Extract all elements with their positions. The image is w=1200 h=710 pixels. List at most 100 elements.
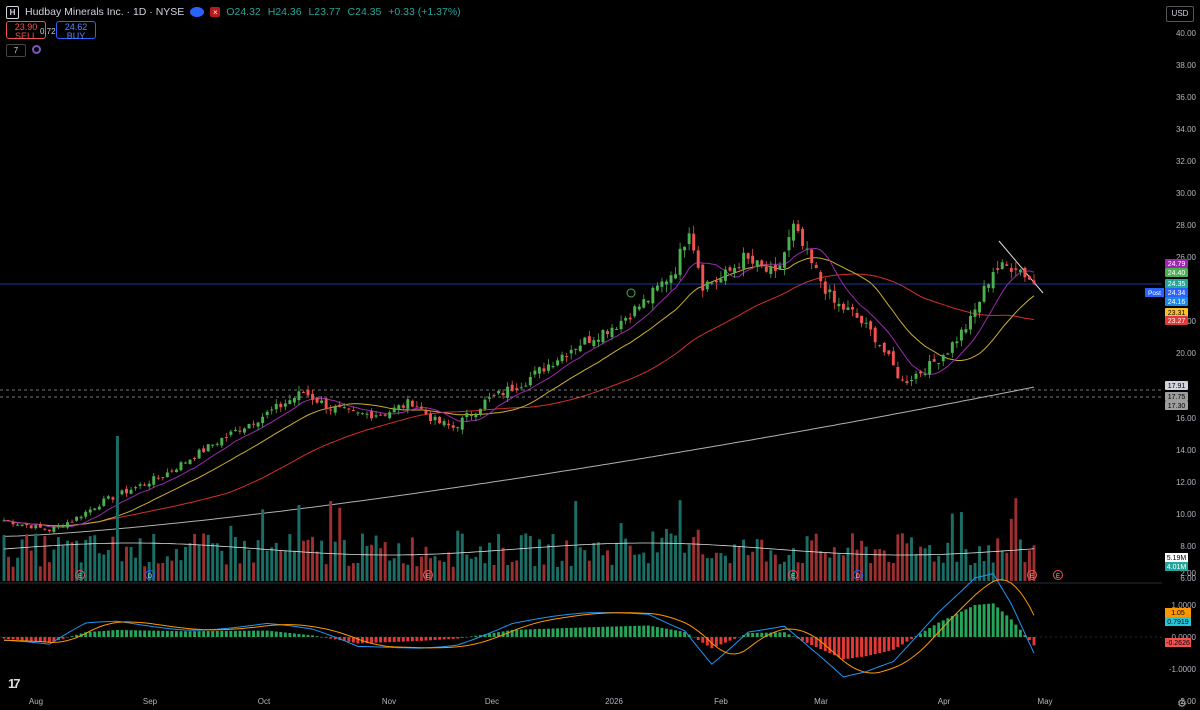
close-icon[interactable]: × [210, 7, 221, 17]
macd-histogram-bar [465, 637, 469, 638]
event-marker-label: E [791, 574, 795, 580]
symbol-title[interactable]: Hudbay Minerals Inc. · 1D · NYSE [25, 6, 185, 18]
candle-body [742, 252, 746, 269]
volume-bar [410, 537, 414, 581]
macd-histogram-bar [270, 631, 274, 637]
volume-bar [333, 541, 337, 581]
macd-histogram-bar [43, 637, 47, 643]
macd-histogram-bar [973, 605, 977, 637]
signal-line [3, 579, 1035, 674]
macd-histogram-bar [537, 629, 541, 637]
volume-bar [515, 560, 519, 581]
candle-body [705, 281, 709, 290]
volume-bar [492, 565, 496, 581]
volume-bar [542, 564, 546, 581]
candle-body [233, 429, 237, 432]
macd-histogram-bar [810, 637, 814, 645]
candle-body [360, 413, 364, 415]
macd-histogram-bar [519, 629, 523, 637]
y-tick-label: 32.00 [1176, 157, 1197, 166]
candle-body [565, 356, 569, 358]
buy-button[interactable]: 24.62 BUY [56, 21, 96, 41]
volume-bar [705, 558, 709, 581]
macd-histogram-bar [1000, 611, 1004, 637]
macd-histogram-bar [365, 637, 369, 644]
volume-bar [801, 563, 805, 581]
macd-histogram-bar [515, 629, 519, 637]
candle-body [38, 523, 42, 528]
indicator-icon[interactable] [32, 45, 41, 54]
sell-price: 23.90 [14, 22, 38, 32]
buy-label: BUY [66, 31, 86, 41]
macd-histogram-bar [855, 637, 859, 658]
indicators-toggle[interactable]: 7 [6, 44, 26, 57]
volume-bar [147, 562, 151, 581]
candle-body [873, 327, 877, 343]
macd-histogram-bar [442, 637, 446, 640]
volume-bar [887, 561, 891, 581]
candle-body [465, 412, 469, 418]
ma-9-line [3, 247, 1035, 528]
tradingview-logo-icon[interactable]: 17 [8, 676, 21, 691]
volume-bar [941, 562, 945, 581]
macd-histogram-bar [1005, 615, 1009, 637]
candle-body [669, 275, 673, 283]
candle-body [488, 397, 491, 399]
volume-bar [873, 549, 877, 581]
macd-histogram-bar [497, 632, 501, 637]
candle-body [179, 462, 183, 471]
volume-bar [646, 563, 650, 581]
volume-bar [923, 548, 927, 581]
candle-body [828, 289, 832, 293]
macd-histogram-bar [615, 626, 619, 637]
high-value: H24.36 [267, 6, 302, 18]
macd-histogram-bar [374, 637, 378, 643]
candle-body [633, 306, 637, 317]
candle-body [102, 498, 106, 506]
candle-body [723, 269, 727, 281]
volume-bar [419, 556, 423, 581]
volume-bar [274, 542, 278, 581]
candle-body [320, 400, 324, 403]
candle-body [75, 516, 79, 521]
macd-histogram-bar [165, 630, 169, 637]
macd-histogram-bar [642, 625, 646, 637]
macd-histogram-bar [333, 637, 337, 640]
volume-bar [832, 547, 836, 581]
macd-histogram-bar [451, 637, 455, 639]
macd-histogram-bar [97, 631, 101, 637]
ma-20-line [3, 257, 1035, 527]
volume-bar [692, 537, 696, 581]
candle-body [29, 525, 33, 529]
candle-body [419, 406, 423, 409]
candle-body [215, 443, 219, 445]
price-axis-tag [1165, 259, 1188, 268]
volume-bar [447, 552, 451, 581]
candle-body [1014, 268, 1018, 270]
macd-histogram-bar [460, 637, 464, 638]
volume-bar [220, 550, 224, 581]
gear-icon[interactable]: ⚙ [1177, 698, 1187, 710]
volume-bar [755, 539, 759, 581]
volume-bar [16, 557, 20, 581]
sell-button[interactable]: 23.90 SELL [6, 21, 46, 41]
macd-histogram-bar [474, 635, 478, 637]
macd-histogram-bar [773, 632, 777, 637]
macd-histogram-bar [238, 630, 242, 637]
candle-body [678, 248, 682, 275]
macd-histogram-bar [851, 637, 854, 659]
volume-bar [84, 540, 88, 581]
volume-bar [442, 561, 446, 581]
volume-bar [497, 534, 501, 581]
candle-body [2, 520, 6, 522]
candle-body [370, 411, 374, 419]
macd-histogram-bar [456, 637, 460, 639]
volume-bar [519, 535, 523, 581]
volume-bar [946, 542, 950, 581]
macd-histogram-bar [692, 637, 696, 638]
volume-bar [837, 554, 841, 581]
eye-icon[interactable] [190, 7, 205, 17]
currency-button[interactable]: USD [1166, 6, 1194, 22]
macd-histogram-bar [47, 637, 51, 643]
